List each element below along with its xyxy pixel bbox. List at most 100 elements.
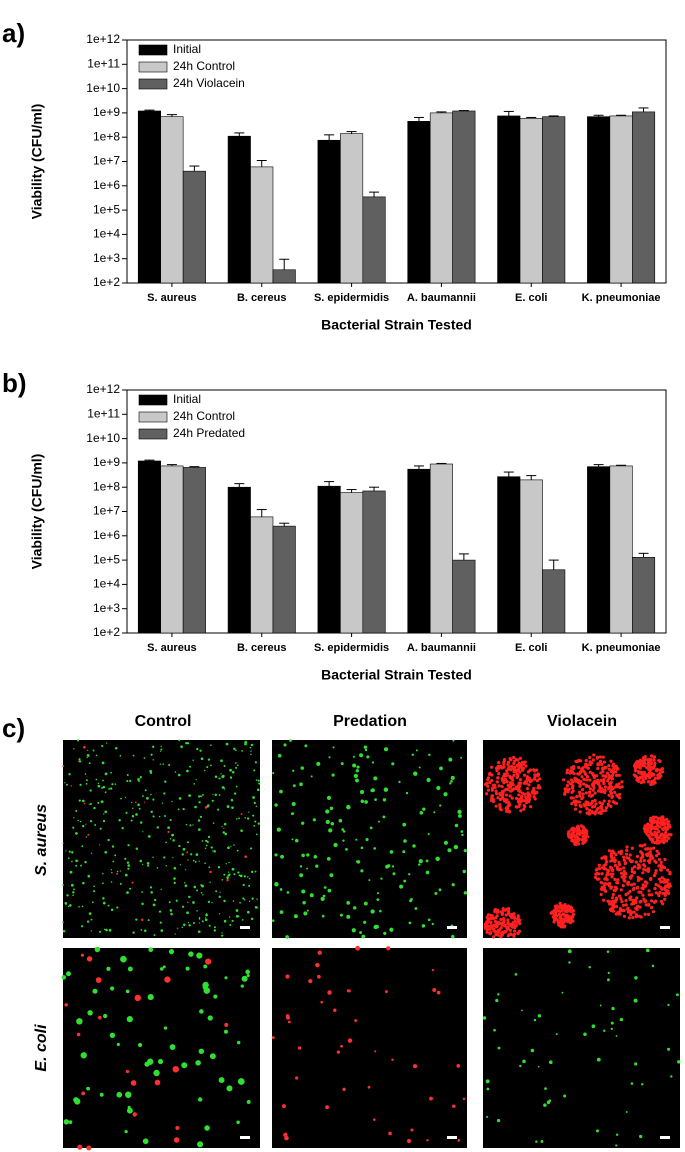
cell [661, 891, 665, 896]
cell [583, 764, 588, 768]
cell [573, 842, 577, 846]
cell [130, 819, 133, 822]
cell [462, 869, 466, 874]
cell [104, 791, 107, 794]
cell [102, 785, 106, 789]
cell [99, 827, 102, 830]
cell [322, 894, 326, 898]
cell [248, 877, 251, 880]
cell [213, 929, 216, 932]
cell [97, 801, 100, 804]
cell [186, 851, 189, 854]
cell [639, 915, 643, 919]
cell [89, 819, 93, 823]
cell [360, 799, 365, 804]
cell [223, 765, 226, 767]
cell [557, 912, 561, 917]
cell [508, 776, 512, 780]
row-header: S. aureus [33, 804, 50, 876]
error-bar [324, 134, 335, 141]
cell [653, 859, 657, 863]
cell [293, 914, 298, 919]
cell [67, 905, 70, 908]
cell [102, 819, 106, 823]
cell [233, 873, 236, 876]
legend-label: 24h Violacein [173, 76, 245, 90]
cell [356, 765, 360, 769]
cell [163, 814, 166, 817]
cell [316, 761, 321, 766]
cell [68, 850, 71, 853]
cell [69, 870, 73, 874]
cell [644, 847, 648, 851]
cell [61, 975, 67, 980]
cell [156, 867, 159, 869]
bar [519, 117, 543, 284]
cell [388, 1131, 392, 1136]
cell [572, 799, 576, 804]
cell [518, 784, 522, 788]
cell [87, 1010, 93, 1016]
cell [208, 924, 211, 927]
cell [68, 772, 71, 776]
cell [153, 1069, 160, 1077]
cell [75, 864, 78, 867]
cell [659, 839, 664, 843]
cell [502, 799, 506, 803]
cell [169, 1044, 176, 1050]
cell [507, 810, 512, 814]
cell [638, 905, 642, 909]
cell [641, 1083, 644, 1086]
cell [81, 905, 84, 908]
cell [134, 994, 142, 1002]
cell [608, 865, 613, 869]
cell [607, 767, 611, 771]
cell [355, 769, 359, 773]
cell [493, 785, 497, 789]
cell [231, 770, 235, 774]
cell [152, 745, 155, 748]
cell [369, 826, 373, 830]
cell [210, 846, 213, 849]
cell [591, 788, 595, 792]
cell [603, 788, 607, 792]
cell [497, 784, 501, 788]
cell [600, 885, 604, 889]
cell [301, 853, 305, 858]
cell [150, 793, 152, 796]
cell [435, 856, 440, 862]
cell [205, 913, 208, 917]
cell [633, 769, 638, 773]
cell [62, 884, 64, 886]
cell [256, 788, 260, 792]
cell [523, 773, 527, 777]
cell [642, 780, 646, 784]
cell [272, 772, 275, 775]
cell [597, 872, 601, 876]
cell [257, 779, 260, 782]
cell [88, 803, 90, 805]
cell [633, 774, 637, 778]
cell [320, 896, 325, 902]
cell [633, 865, 637, 869]
cell [488, 771, 492, 775]
cell [174, 771, 177, 773]
cell [657, 857, 662, 862]
cell [147, 864, 150, 867]
cell [159, 967, 164, 971]
cell [622, 914, 627, 918]
cell [227, 874, 230, 877]
cell [204, 1125, 210, 1131]
cell [512, 916, 517, 920]
cell [622, 866, 626, 870]
cell [587, 784, 591, 789]
cell [659, 880, 663, 884]
bar [519, 479, 543, 634]
cell [617, 773, 621, 777]
cell [592, 753, 596, 757]
cell [625, 1111, 628, 1113]
cell [450, 775, 455, 780]
cell [237, 1078, 245, 1085]
cell [86, 757, 88, 759]
cell [574, 803, 578, 807]
